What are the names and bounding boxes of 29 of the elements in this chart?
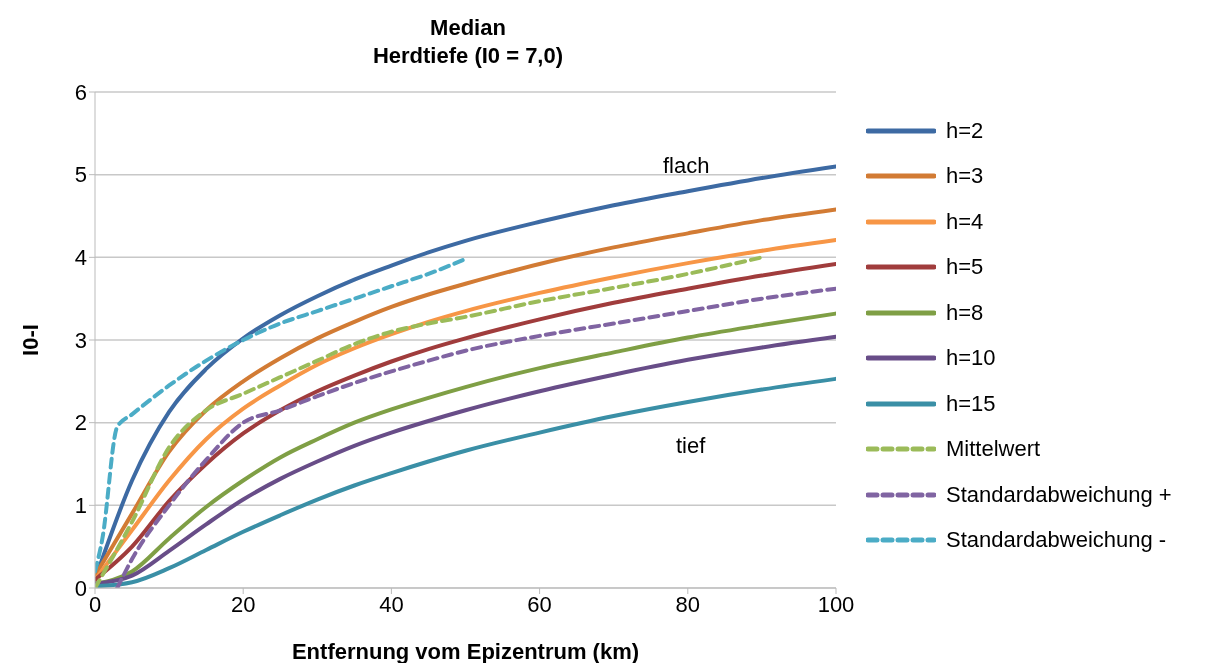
y-tick-label: 6 — [74, 79, 87, 105]
legend-label: Standardabweichung - — [946, 527, 1167, 554]
x-axis-title: Entfernung vom Epizentrum (km) — [291, 639, 640, 664]
y-tick-label: 3 — [74, 327, 87, 353]
x-tick-label: 40 — [379, 591, 404, 617]
x-tick-label: 20 — [230, 591, 256, 617]
legend-label: h=4 — [946, 208, 984, 235]
x-tick-label: 100 — [817, 591, 855, 617]
x-tick-label: 60 — [527, 591, 552, 617]
legend-label: h=10 — [946, 345, 996, 372]
annotation: tief — [676, 433, 706, 459]
y-tick-label: 4 — [74, 245, 87, 271]
legend-label: h=2 — [946, 117, 984, 144]
legend-label: h=8 — [946, 299, 984, 326]
line-series — [95, 256, 468, 574]
legend-label: Mittelwert — [946, 436, 1041, 463]
legend-label: h=3 — [946, 163, 984, 190]
chart-subtitle: Herdtiefe (I0 = 7,0) — [371, 42, 565, 70]
annotation: flach — [663, 153, 710, 179]
y-tick-label: 2 — [74, 410, 87, 436]
chart-title: Median — [429, 14, 507, 42]
y-tick-label: 1 — [74, 493, 87, 519]
legend-label: h=5 — [946, 254, 984, 281]
y-tick-label: 0 — [74, 575, 87, 601]
x-tick-label: 80 — [675, 591, 701, 617]
y-tick-label: 5 — [74, 162, 87, 188]
legend-label: h=15 — [946, 390, 996, 417]
legend-label: Standardabweichung + — [946, 481, 1172, 508]
y-axis-title: I0-I — [17, 324, 43, 356]
